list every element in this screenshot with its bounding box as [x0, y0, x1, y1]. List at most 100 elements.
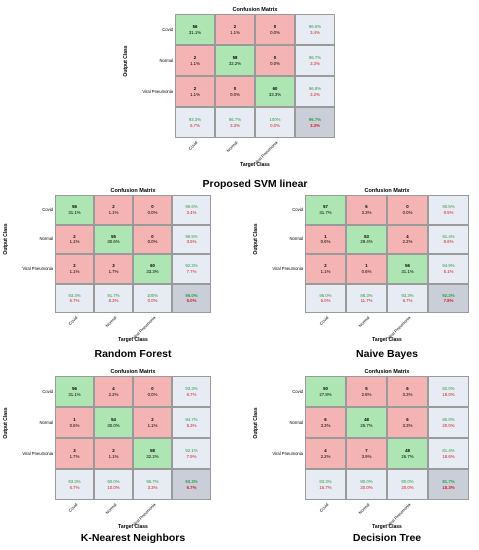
matrix-cell: 0 0.0% — [255, 14, 295, 45]
matrix-cell: 57 31.7% — [305, 195, 346, 225]
matrix-cell: 2 1.1% — [215, 14, 255, 45]
error-value: 20.0% — [360, 484, 373, 490]
error-value: 6.7% — [69, 484, 80, 490]
row-label: Normal — [39, 236, 54, 242]
cell-percent: 2.8% — [361, 391, 372, 397]
cell-count: 2 — [193, 86, 197, 92]
matrix-cell: 56 31.1% — [55, 195, 94, 225]
matrix-cell: 1 0.6% — [346, 254, 387, 284]
row-summary-cell: 80.0% 20.0% — [428, 407, 469, 438]
column-summary-cell: 83.3% 16.7% — [305, 469, 346, 500]
matrix-cell: 2 1.1% — [94, 195, 133, 225]
column-summary-cell: 93.3% 6.7% — [175, 107, 215, 138]
overall-accuracy: 93.3% — [185, 479, 198, 485]
error-value: 6.7% — [402, 298, 413, 304]
matrix-cell: 2 1.1% — [94, 438, 133, 469]
error-value: 7.9% — [186, 453, 197, 459]
matrix-cell: 2 1.1% — [175, 76, 215, 107]
cell-count: 1 — [73, 417, 76, 423]
overall-accuracy-cell: 96.7% 3.3% — [295, 107, 335, 138]
model-name: K-Nearest Neighbors — [80, 532, 186, 544]
matrix-cell: 4 2.2% — [94, 376, 133, 407]
row-summary-cell: 81.4% 18.6% — [428, 438, 469, 469]
overall-error: 6.7% — [186, 484, 197, 490]
matrix-cell: 0 0.0% — [133, 195, 172, 225]
cell-count: 56 — [72, 386, 77, 392]
precision-value: 93.3% — [185, 386, 198, 392]
row-label: Normal — [289, 236, 304, 242]
cell-percent: 33.3% — [146, 268, 159, 274]
row-label: Covid — [292, 388, 303, 394]
cell-count: 56 — [405, 263, 410, 269]
cell-count: 0 — [151, 386, 154, 392]
cell-percent: 32.2% — [146, 453, 159, 459]
precision-value: 94.9% — [442, 263, 455, 269]
cell-percent: 0.0% — [230, 91, 240, 97]
cell-percent: 1.7% — [69, 453, 80, 459]
cell-percent: 31.1% — [401, 268, 414, 274]
model-name: Random Forest — [94, 348, 172, 360]
row-summary-cell: 96.5% 3.5% — [172, 224, 211, 254]
precision-value: 96.6% — [185, 204, 198, 210]
matrix-cell: 4 2.2% — [387, 224, 428, 254]
precision-value: 90.5% — [442, 204, 455, 210]
cell-count: 56 — [192, 24, 198, 30]
model-name: Decision Tree — [352, 532, 422, 544]
precision-value: 96.5% — [185, 233, 198, 239]
cell-count: 57 — [323, 204, 328, 210]
cell-count: 3 — [112, 263, 115, 269]
cell-count: 2 — [112, 448, 115, 454]
x-axis-label: Target Class — [118, 524, 148, 530]
error-value: 3.4% — [186, 209, 197, 215]
error-value: 3.5% — [186, 239, 197, 245]
cell-percent: 33.3% — [268, 91, 282, 97]
matrix-cell: 0 0.0% — [133, 376, 172, 407]
recall-value: 93.3% — [188, 117, 202, 123]
cell-count: 1 — [324, 233, 327, 239]
cell-percent: 0.0% — [270, 29, 280, 35]
cell-percent: 0.0% — [402, 209, 413, 215]
row-summary-cell: 93.3% 6.7% — [172, 376, 211, 407]
row-summary-cell: 96.6% 3.4% — [172, 195, 211, 225]
cell-percent: 26.7% — [401, 453, 414, 459]
error-value: 8.6% — [443, 239, 454, 245]
precision-value: 80.0% — [442, 417, 455, 423]
overall-accuracy-cell: 81.7% 18.3% — [428, 469, 469, 500]
matrix-cell: 6 3.3% — [387, 376, 428, 407]
overall-accuracy: 95.0% — [185, 292, 198, 298]
matrix-cell: 56 31.1% — [55, 376, 94, 407]
error-value: 8.3% — [108, 298, 119, 304]
error-value: 5.3% — [186, 422, 197, 428]
cell-count: 2 — [73, 263, 76, 269]
cell-percent: 31.7% — [319, 209, 332, 215]
column-summary-cell: 100% 0.0% — [255, 107, 295, 138]
column-summary-cell: 88.3% 11.7% — [346, 283, 387, 313]
cell-count: 2 — [151, 417, 154, 423]
matrix-title: Confusion Matrix — [110, 369, 156, 375]
cell-percent: 31.1% — [68, 209, 81, 215]
overall-error: 5.0% — [186, 298, 197, 304]
column-summary-cell: 90.0% 10.0% — [94, 469, 133, 500]
cell-count: 0 — [273, 24, 277, 30]
cell-percent: 32.2% — [228, 60, 242, 66]
cell-count: 6 — [406, 386, 409, 392]
x-axis-label: Target Class — [240, 162, 270, 168]
cell-percent: 1.1% — [69, 268, 80, 274]
overall-accuracy: 92.2% — [442, 292, 455, 298]
matrix-title: Confusion Matrix — [232, 7, 278, 13]
recall-value: 93.3% — [68, 479, 81, 485]
error-value: 7.7% — [186, 268, 197, 274]
row-summary-cell: 96.7% 3.3% — [295, 45, 335, 76]
overall-error: 3.3% — [310, 122, 320, 128]
cell-percent: 0.0% — [147, 209, 158, 215]
overall-accuracy-cell: 95.0% 5.0% — [172, 283, 211, 313]
cell-count: 0 — [151, 233, 154, 239]
row-label: Viral Pneumonia — [272, 265, 303, 271]
row-summary-cell: 96.8% 3.2% — [295, 76, 335, 107]
cell-count: 55 — [111, 233, 116, 239]
column-summary-cell: 80.0% 20.0% — [346, 469, 387, 500]
cell-count: 2 — [324, 263, 327, 269]
recall-value: 83.3% — [319, 479, 332, 485]
cell-count: 6 — [406, 417, 409, 423]
error-value: 18.6% — [442, 453, 455, 459]
